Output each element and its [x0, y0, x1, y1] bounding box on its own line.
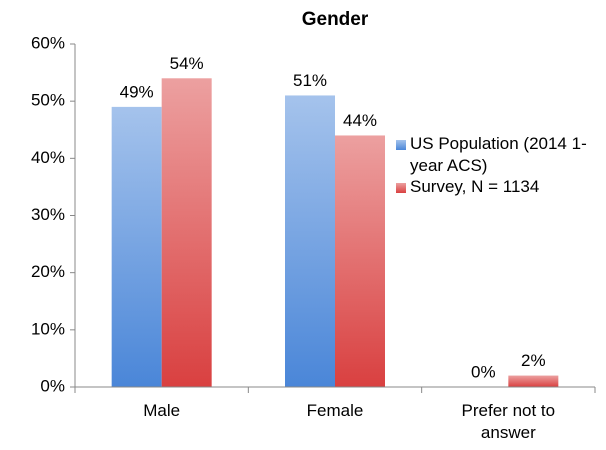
- value-label: 49%: [120, 82, 154, 101]
- x-tick-label: Female: [306, 401, 364, 420]
- value-label: 51%: [293, 71, 327, 90]
- y-tick-label: 10%: [31, 319, 65, 338]
- x-tick-label: Male: [143, 401, 181, 420]
- value-label: 44%: [343, 111, 377, 130]
- y-tick-label: 50%: [31, 91, 65, 110]
- y-tick-label: 60%: [31, 33, 65, 52]
- bar: [111, 106, 162, 387]
- bar: [508, 375, 559, 387]
- bar: [335, 135, 385, 387]
- legend-swatch: [396, 140, 406, 150]
- value-label: 2%: [521, 351, 546, 370]
- y-tick-label: 0%: [40, 376, 65, 395]
- value-label: 54%: [170, 54, 204, 73]
- y-tick-label: 40%: [31, 148, 65, 167]
- chart-title: Gender: [302, 9, 369, 30]
- bar: [285, 95, 335, 387]
- bar: [161, 78, 212, 388]
- legend-swatch: [396, 183, 406, 193]
- value-label: 0%: [471, 362, 496, 381]
- x-tick-label: Prefer not to answer: [461, 401, 556, 442]
- legend-label: US Population (2014 1-year ACS): [410, 134, 587, 175]
- legend-label: Survey, N = 1134: [410, 177, 540, 196]
- y-tick-label: 30%: [31, 205, 65, 224]
- y-tick-label: 20%: [31, 262, 65, 281]
